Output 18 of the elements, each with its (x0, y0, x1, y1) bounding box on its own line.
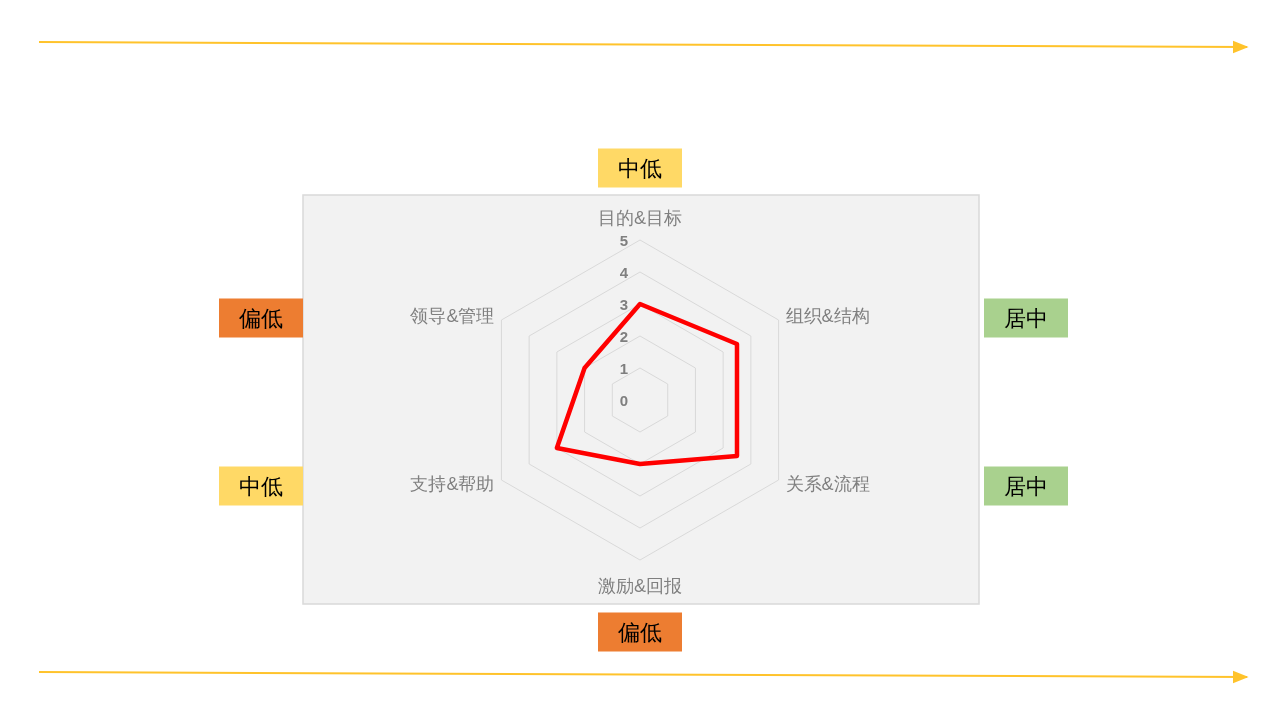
spoke-label: 关系&流程 (785, 474, 870, 494)
rating-label: 中低 (239, 473, 283, 499)
y-tick-label: 3 (619, 295, 628, 313)
rating-label: 居中 (1004, 473, 1048, 499)
spoke-label: 支持&帮助 (410, 474, 495, 494)
y-tick-label: 4 (619, 263, 628, 281)
y-tick-label: 1 (619, 359, 628, 377)
spoke-label: 组织&结构 (785, 306, 870, 326)
rating-label: 偏低 (618, 619, 662, 645)
y-tick-label: 2 (619, 327, 628, 345)
spoke-label: 激励&回报 (598, 576, 682, 596)
rating-label: 居中 (1004, 305, 1048, 331)
rating-label: 中低 (618, 155, 662, 181)
spoke-label: 领导&管理 (410, 306, 495, 326)
rating-label: 偏低 (239, 305, 283, 331)
y-tick-label: 0 (619, 391, 628, 409)
y-tick-label: 5 (619, 231, 628, 249)
spoke-label: 目的&目标 (598, 208, 682, 228)
